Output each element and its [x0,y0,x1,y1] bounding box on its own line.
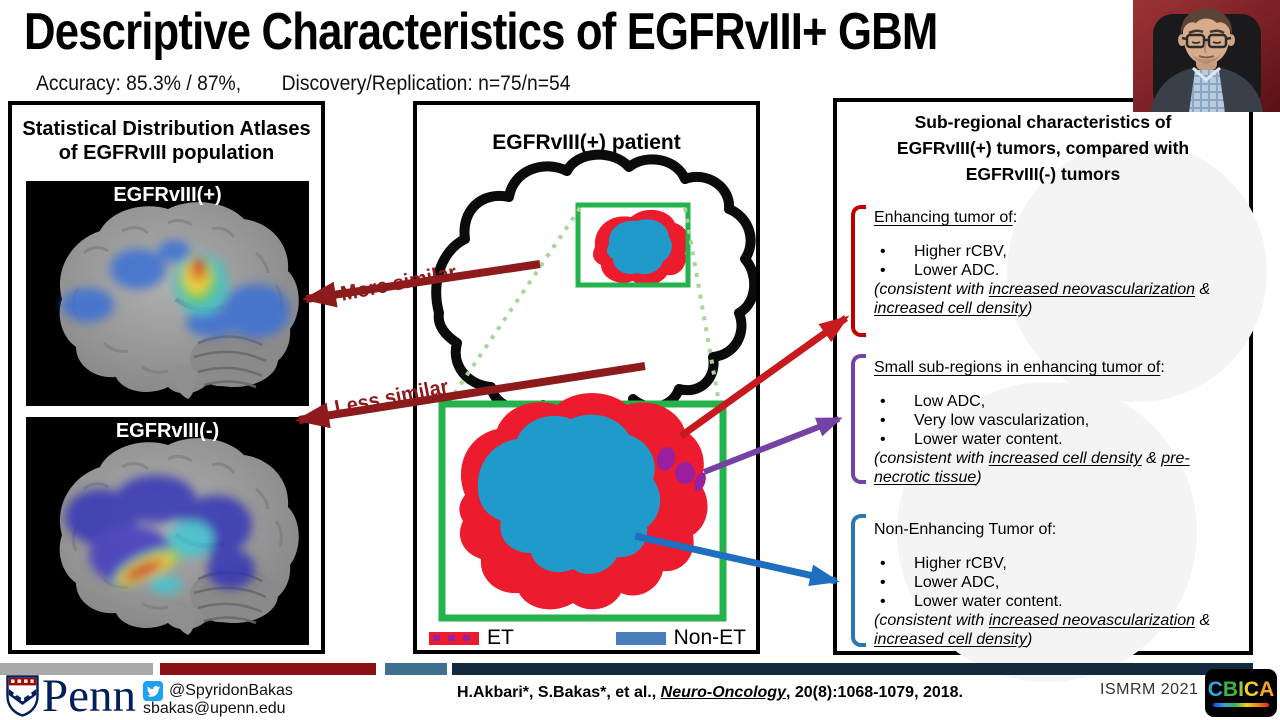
accuracy-stat: Accuracy: 85.3% / 87%, [36,72,242,95]
bullet-item: Lower water content. [874,592,1242,611]
glasses-icon [1181,33,1232,49]
brain-outline [431,149,756,439]
subregional-panel: Sub-regional characteristics of EGFRvIII… [833,98,1267,682]
atlas-panel: Statistical Distribution Atlases of EGFR… [8,101,325,654]
stubble [1191,52,1222,64]
patient-panel-title: EGFRvIII(+) patient [492,131,681,154]
enhancing-tumor-block: Enhancing tumor of: Higher rCBV, Lower A… [874,208,1242,318]
small-tumor-nonet [606,219,672,275]
hair [1180,8,1233,36]
atlas-egfrviii-positive: EGFRvIII(+) [26,181,309,406]
block-note: (consistent with increased neovasculariz… [874,281,1211,317]
block-heading: Enhancing tumor of [874,209,1013,226]
bullet-item: Lower ADC, [874,573,1242,592]
tumor-legend: ET Non-ET [429,626,746,650]
bullet-item: Very low vascularization, [874,411,1242,430]
bullet-item: Lower water content. [874,430,1242,449]
footer-bar-navy [452,663,1253,675]
atlas-negative-label: EGFRvIII(-) [115,420,220,442]
email-address: sbakas@upenn.edu [143,700,286,717]
citation: H.Akbari*, S.Bakas*, et al., Neuro-Oncol… [456,684,963,701]
bullet-item: Low ADC, [874,392,1242,411]
nonenhancing-block: Non-Enhancing Tumor of: Higher rCBV, Low… [874,520,1242,649]
twitter-handle: @SpyridonBakas [169,682,293,699]
bullet-item: Higher rCBV, [874,242,1242,261]
nonenhancing-bracket [851,514,866,647]
large-tumor-nonet [477,414,661,574]
et-legend-swatch [429,631,479,645]
eyebrows [1188,29,1225,35]
plaid-shirt [1189,70,1225,112]
nonet-legend-swatch [615,631,666,645]
subregions-bracket [851,354,866,484]
slide-title: Descriptive Characteristics of EGFRvIII+… [24,3,938,61]
presenter-webcam [1133,0,1280,112]
slide-subtitle: Accuracy: 85.3% / 87%, Discovery/Replicat… [36,72,570,96]
shirt-collar [1191,66,1221,83]
patient-brain-diagram [431,149,756,622]
mouth [1198,55,1215,59]
twitter-icon [143,681,163,701]
brain-heatmap-negative [26,417,309,645]
block-heading: Non-Enhancing Tumor of [874,521,1052,538]
conference-label: ISMRM 2021 [1100,681,1199,698]
brain-heatmap-positive [26,181,309,406]
roi-small-rect [575,202,691,288]
subregions-block: Small sub-regions in enhancing tumor of:… [874,358,1242,487]
cbica-rainbow-bar [1213,703,1269,707]
block-note: (consistent with increased cell density … [874,450,1190,486]
atlas-panel-heading: Statistical Distribution Atlases of EGFR… [22,118,311,164]
eyes [1191,41,1222,44]
nose [1204,41,1207,54]
patient-panel: EGFRvIII(+) patient ET [413,101,760,654]
atlas-egfrviii-negative: EGFRvIII(-) [26,417,309,645]
atlas-positive-label: EGFRvIII(+) [113,184,222,206]
footer-bar-gray [0,663,153,675]
block-heading: Small sub-regions in enhancing tumor of [874,359,1161,376]
penn-shield-icon [6,675,39,717]
subregional-heading: Sub-regional characteristics of EGFRvIII… [896,112,1190,184]
subregion-dots [656,447,706,492]
presenter-video [1133,0,1280,112]
et-legend-label: ET [487,626,514,649]
penn-wordmark: Penn [42,670,136,720]
bullet-item: Lower ADC. [874,261,1242,280]
nonet-legend-label: Non-ET [673,626,746,649]
footer-bar-steel [385,663,447,675]
journal-name: Neuro-Oncology [660,684,786,701]
cohort-stat: Discovery/Replication: n=75/n=54 [281,72,571,95]
footer-bar-maroon [160,663,376,675]
penn-logo: Penn [6,670,136,720]
bullet-item: Higher rCBV, [874,554,1242,573]
enhancing-bracket [851,205,866,337]
block-note: (consistent with increased neovasculariz… [874,612,1211,648]
